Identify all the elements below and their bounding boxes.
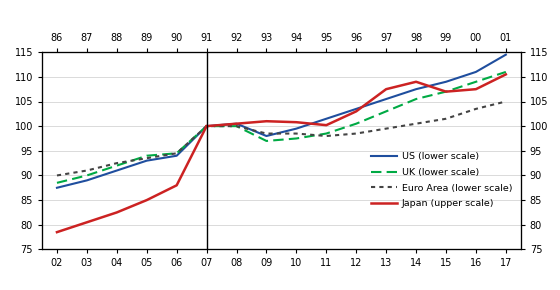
Legend: US (lower scale), UK (lower scale), Euro Area (lower scale), Japan (upper scale): US (lower scale), UK (lower scale), Euro… — [367, 149, 516, 212]
